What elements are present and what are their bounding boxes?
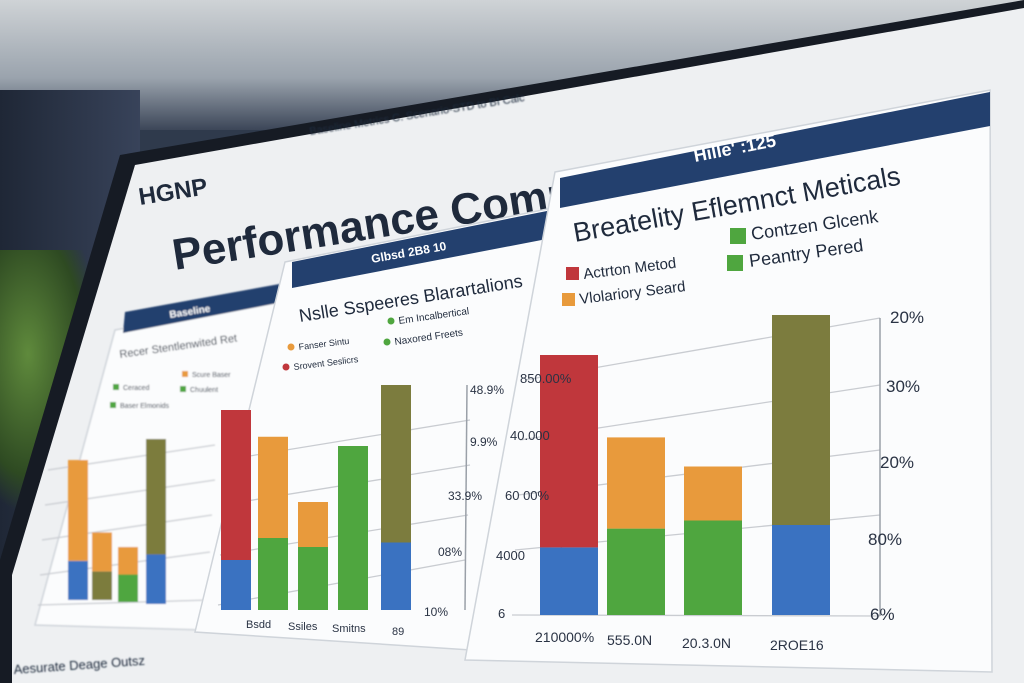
y-tick-label: 10% (424, 605, 448, 619)
panel-3-x-axis-labels: 210000% 555.0N 20.3.0N 2ROE16 (535, 629, 824, 653)
legend-label-1-1: Ceraced (123, 385, 150, 392)
gridline (37, 599, 211, 606)
legend-label-1-4: Chuulent (190, 387, 218, 394)
bar-segment (772, 525, 830, 615)
y-tick-label: 48.9% (470, 383, 504, 397)
legend-swatch-2-2 (282, 363, 290, 371)
bar-segment (92, 571, 112, 600)
y-tick-label: 33.9% (448, 489, 482, 503)
bar-segment (540, 547, 598, 615)
bar-segment (118, 547, 138, 575)
y-left-tick-label: 850.00% (520, 371, 572, 386)
bar-segment (772, 315, 830, 525)
x-tick-label: Ssiles (288, 621, 318, 633)
bar-segment (298, 547, 328, 610)
y-tick-label: 9.9% (470, 435, 498, 449)
bar-segment (684, 466, 742, 521)
panel-middle: Glbsd 2B8 10 Nslle Sspeeres Blarartalion… (194, 207, 553, 656)
y-left-tick-label: 6 (498, 606, 505, 621)
x-tick-label: Bsdd (246, 619, 271, 631)
x-tick-label: Smitns (332, 623, 366, 635)
bar-segment (146, 439, 166, 555)
y-right-tick-label: 20% (890, 308, 924, 327)
legend-swatch-1-1 (113, 384, 119, 390)
x-tick-label: 89 (392, 626, 404, 638)
legend-swatch-3-2 (562, 293, 575, 306)
legend-swatch-2-1 (287, 343, 295, 351)
bar-segment (684, 520, 742, 615)
legend-swatch-1-2 (182, 371, 188, 377)
panel-3-right-axis-labels: 6% 80% 20% 30% 20% (868, 308, 924, 624)
bar-segment (68, 460, 88, 561)
bar-segment (258, 436, 288, 538)
bar-segment (258, 538, 288, 610)
legend-swatch-1-4 (180, 386, 186, 392)
panel-2-bars (221, 385, 411, 610)
gridline (511, 614, 881, 617)
bar-segment (68, 560, 88, 600)
y-right-tick-label: 80% (868, 530, 902, 549)
bar-segment (607, 437, 665, 529)
legend-label-1-2: Scure Baser (192, 372, 231, 379)
y-left-tick-label: 40.000 (510, 428, 550, 443)
legend-label-1-3: Baser Elmonids (120, 403, 170, 410)
x-tick-label: 210000% (535, 629, 594, 645)
x-tick-label: 2ROE16 (770, 637, 824, 653)
bar-segment (381, 542, 411, 610)
legend-swatch-2-4 (383, 338, 391, 346)
y-right-tick-label: 30% (886, 377, 920, 396)
bar-segment (92, 532, 112, 572)
y-left-tick-label: 60 00% (505, 488, 550, 503)
y-tick-label: 08% (438, 545, 462, 559)
bar-segment (298, 502, 328, 547)
panel-2-x-axis-labels: Bsdd Ssiles Smitns 89 (246, 619, 404, 638)
panel-right: Hille' :125 Breatelity Eflemnct Meticals… (464, 89, 993, 673)
y-right-tick-label: 6% (870, 605, 895, 624)
legend-swatch-2-3 (387, 317, 395, 325)
bar-segment (146, 554, 166, 604)
bar-segment (540, 355, 598, 548)
bar-segment (381, 385, 411, 543)
panel-2-y-axis-labels: 10% 08% 33.9% 9.9% 48.9% (424, 383, 504, 619)
legend-swatch-3-4 (727, 255, 743, 271)
panel-1-bars (68, 439, 166, 604)
panel-3-bars (540, 315, 830, 615)
right-axis (464, 384, 468, 611)
bar-segment (118, 574, 138, 602)
bar-segment (221, 410, 251, 560)
bar-segment (221, 560, 251, 610)
legend-swatch-3-3 (730, 228, 746, 244)
y-right-tick-label: 20% (880, 453, 914, 472)
panel-3-left-axis-labels: 6 4000 60 00% 40.000 850.00% (496, 371, 572, 621)
legend-swatch-1-3 (110, 402, 116, 408)
x-tick-label: 555.0N (607, 632, 652, 648)
y-left-tick-label: 4000 (496, 548, 525, 563)
panel-1-legend: Ceraced Scure Baser Baser Elmonids Chuul… (110, 371, 231, 410)
bar-segment (338, 446, 368, 610)
x-tick-label: 20.3.0N (682, 635, 731, 651)
bar-segment (607, 528, 665, 615)
legend-swatch-3-1 (566, 267, 579, 280)
